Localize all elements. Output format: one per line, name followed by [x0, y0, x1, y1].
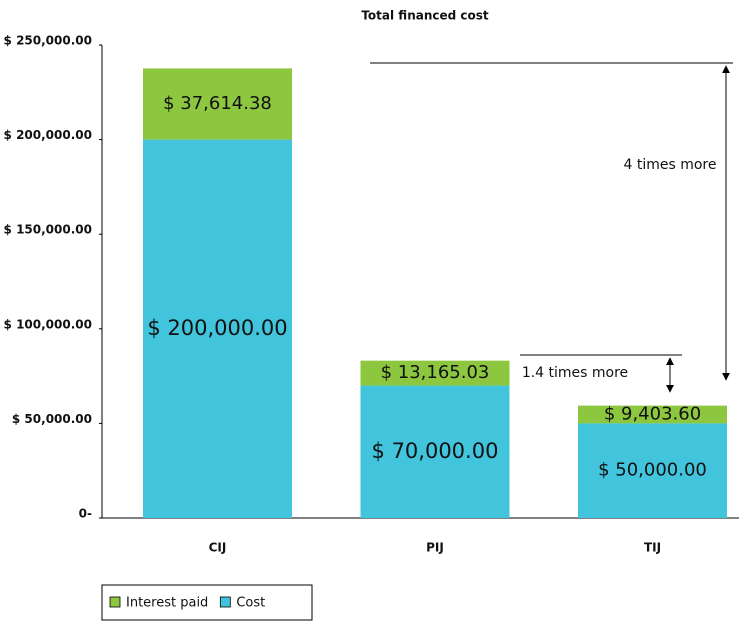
- bar-segment: [578, 423, 727, 518]
- value-label: $ 70,000.00: [372, 439, 499, 463]
- legend-label: Interest paid: [126, 596, 208, 611]
- bar-segment: [143, 139, 292, 518]
- bar-segment: [360, 360, 510, 386]
- value-label: $ 13,165.03: [381, 362, 490, 383]
- y-tick-label: $ 150,000.00: [4, 223, 92, 237]
- chart-title: Total financed cost: [361, 9, 489, 23]
- annotation: 1.4 times more: [522, 365, 628, 381]
- legend-swatch: [109, 596, 121, 608]
- bar-segment: [360, 385, 510, 518]
- legend-label: Cost: [236, 596, 265, 611]
- y-tick-label: $ 250,000.00: [4, 34, 92, 48]
- legend-swatch: [219, 596, 231, 608]
- y-tick-label: $ 50,000.00: [12, 412, 92, 426]
- annotation-lines: [370, 62, 733, 393]
- y-tick-label: $ 100,000.00: [4, 317, 92, 331]
- y-tick-label: $ 200,000.00: [4, 128, 92, 142]
- value-label: $ 200,000.00: [147, 316, 287, 340]
- x-tick-label: CIJ: [209, 541, 227, 555]
- bar-segment: [578, 405, 727, 424]
- x-tick-label: TIJ: [644, 541, 661, 555]
- y-tick-label: 0-: [79, 507, 92, 521]
- value-label: $ 9,403.60: [604, 404, 701, 425]
- value-label: $ 50,000.00: [598, 460, 707, 481]
- bar-segment: [143, 68, 292, 140]
- annotation: 4 times more: [624, 157, 717, 173]
- value-label: $ 37,614.38: [163, 93, 272, 114]
- legend-box: [101, 584, 313, 621]
- x-tick-label: PIJ: [426, 541, 444, 555]
